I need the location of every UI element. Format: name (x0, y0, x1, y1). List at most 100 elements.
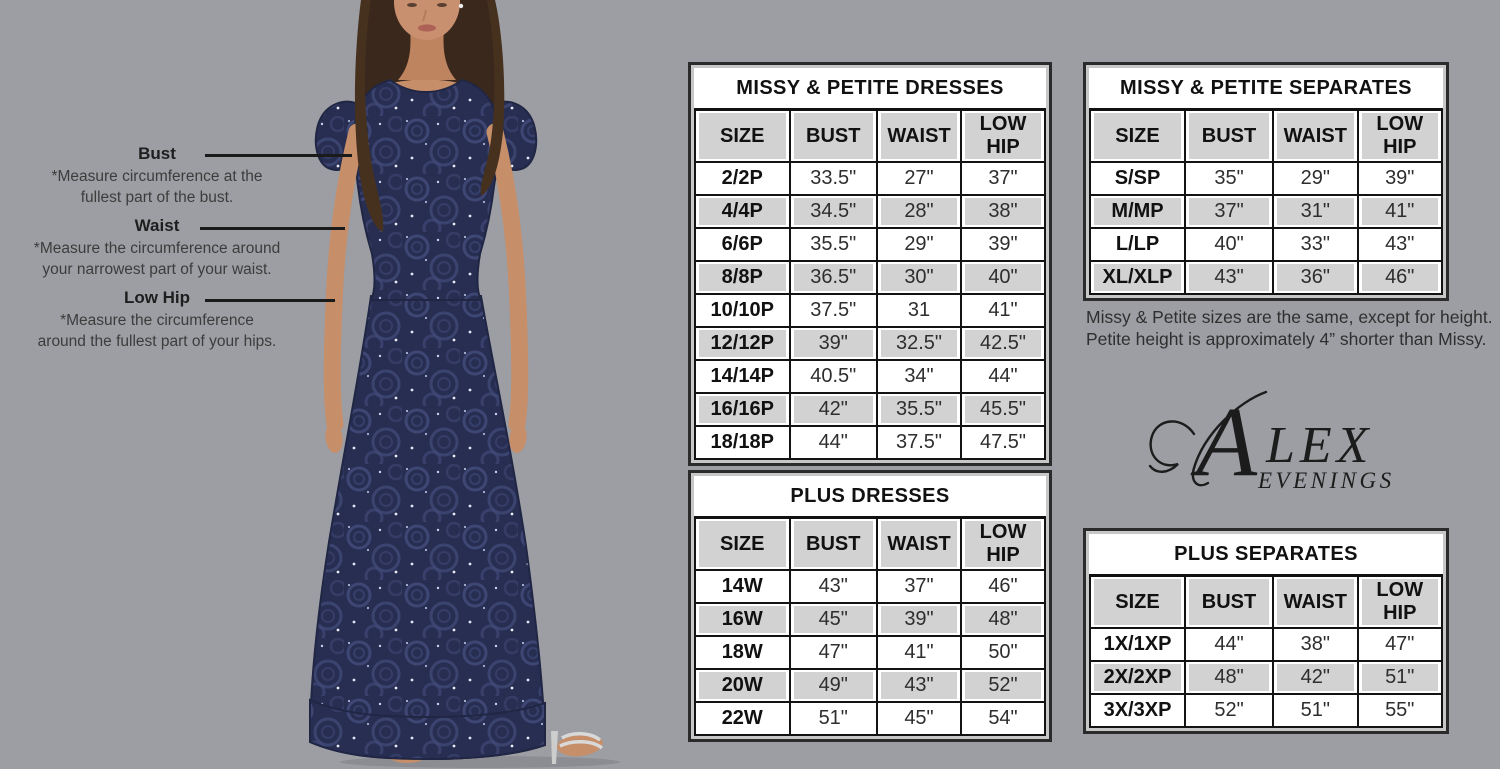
sandal-strap-right (559, 732, 604, 750)
measurement-cell: 28" (876, 194, 962, 229)
header-size: SIZE (694, 516, 791, 571)
table-row: L/LP 40" 33" 43" (1088, 227, 1443, 262)
model-neck (398, 28, 456, 80)
header-waist: WAIST (876, 516, 962, 571)
header-size: SIZE (694, 108, 791, 163)
table-row: 16/16P 42" 35.5" 45.5" (694, 392, 1046, 427)
measurement-cell: 35.5" (788, 227, 878, 262)
measurement-cell: 45" (788, 602, 878, 637)
measurement-cell: 41" (960, 293, 1046, 328)
table-row: 18W 47" 41" 50" (694, 635, 1046, 670)
size-cell: 12/12P (694, 326, 791, 361)
logo-flourish (1148, 390, 1268, 487)
header-waist: WAIST (876, 108, 962, 163)
model-eye-left (407, 3, 417, 7)
measurement-cell: 47" (1356, 627, 1443, 662)
size-cell: XL/XLP (1088, 260, 1187, 295)
table-row: 2X/2XP 48" 42" 51" (1088, 660, 1443, 695)
table-row: 6/6P 35.5" 29" 39" (694, 227, 1046, 262)
table-row: 4/4P 34.5" 28" 38" (694, 194, 1046, 229)
table-row: 16W 45" 39" 48" (694, 602, 1046, 637)
measurement-cell: 46" (960, 569, 1046, 604)
table-row: 2/2P 33.5" 27" 37" (694, 161, 1046, 196)
measurement-cell: 44" (788, 425, 878, 460)
measurement-cell: 27" (876, 161, 962, 196)
header-bust: BUST (1184, 108, 1275, 163)
size-cell: 1X/1XP (1088, 627, 1187, 662)
header-waist: WAIST (1272, 108, 1359, 163)
table-row: S/SP 35" 29" 39" (1088, 161, 1443, 196)
measurement-cell: 40" (960, 260, 1046, 295)
model-earring (458, 3, 464, 9)
size-cell: 16/16P (694, 392, 791, 427)
low-hip-pointer-line (205, 299, 335, 302)
guide-desc-bust-line1: *Measure circumference at the (51, 168, 263, 185)
table-row: 22W 51" 45" 54" (694, 701, 1046, 736)
table-row: 14W 43" 37" 46" (694, 569, 1046, 604)
table-row: 1X/1XP 44" 38" 47" (1088, 627, 1443, 662)
measurement-cell: 52" (1184, 693, 1275, 728)
measurement-cell: 45" (876, 701, 962, 736)
size-cell: 20W (694, 668, 791, 703)
guide-item-bust: Bust *Measure circumference at the fulle… (22, 144, 292, 208)
measurement-cell: 47" (788, 635, 878, 670)
header-low-hip: LOW HIP (960, 108, 1046, 163)
size-cell: 18/18P (694, 425, 791, 460)
fit-note-line1: Missy & Petite sizes are the same, excep… (1086, 307, 1493, 327)
table-row: 8/8P 36.5" 30" 40" (694, 260, 1046, 295)
size-cell: 14/14P (694, 359, 791, 394)
size-cell: 14W (694, 569, 791, 604)
table-row: XL/XLP 43" 36" 46" (1088, 260, 1443, 295)
measurement-cell: 39" (1356, 161, 1443, 196)
guide-item-low-hip: Low Hip *Measure the circumference aroun… (22, 288, 292, 352)
header-bust: BUST (788, 516, 878, 571)
size-cell: 10/10P (694, 293, 791, 328)
header-waist: WAIST (1272, 574, 1359, 629)
header-low-hip: LOW HIP (1356, 108, 1443, 163)
measurement-cell: 33" (1272, 227, 1359, 262)
size-cell: S/SP (1088, 161, 1187, 196)
model-face (394, 0, 460, 40)
header-size: SIZE (1088, 574, 1187, 629)
measurement-cell: 41" (876, 635, 962, 670)
model-hand-left (325, 423, 343, 453)
missy-petite-separates-table: MISSY & PETITE SEPARATES SIZE BUST WAIST… (1083, 62, 1449, 301)
table-row: 10/10P 37.5" 31 41" (694, 293, 1046, 328)
measurement-cell: 45.5" (960, 392, 1046, 427)
size-cell: 8/8P (694, 260, 791, 295)
size-cell: L/LP (1088, 227, 1187, 262)
heel-spike (551, 731, 558, 764)
size-cell: 18W (694, 635, 791, 670)
measurement-cell: 55" (1356, 693, 1443, 728)
measurement-cell: 42" (1272, 660, 1359, 695)
measurement-cell: 29" (1272, 161, 1359, 196)
size-cell: 6/6P (694, 227, 791, 262)
measurement-cell: 36.5" (788, 260, 878, 295)
measurement-cell: 47.5" (960, 425, 1046, 460)
measurement-cell: 37" (876, 569, 962, 604)
measurement-cell: 48" (1184, 660, 1275, 695)
table-title: PLUS SEPARATES (1090, 534, 1442, 577)
measurement-cell: 40.5" (788, 359, 878, 394)
plus-separates-table: PLUS SEPARATES SIZE BUST WAIST LOW HIP 1… (1083, 528, 1449, 734)
guide-item-waist: Waist *Measure the circumference around … (12, 216, 302, 280)
measurement-cell: 40" (1184, 227, 1275, 262)
logo-subtitle: EVENINGS (1257, 468, 1395, 493)
logo-rest: LEX (1265, 417, 1373, 474)
measurement-cell: 43" (788, 569, 878, 604)
petite-fit-note: Missy & Petite sizes are the same, excep… (1086, 306, 1500, 350)
gown-skirt (308, 295, 547, 761)
missy-petite-dresses-table: MISSY & PETITE DRESSES SIZE BUST WAIST L… (688, 62, 1052, 466)
size-cell: 3X/3XP (1088, 693, 1187, 728)
guide-desc-waist-line2: your narrowest part of your waist. (42, 261, 272, 278)
size-cell: 2X/2XP (1088, 660, 1187, 695)
guide-label-low-hip: Low Hip (123, 288, 191, 307)
model-nose (422, 9, 427, 22)
measurement-cell: 51" (1356, 660, 1443, 695)
table-title: PLUS DRESSES (695, 476, 1045, 519)
measurement-cell: 29" (876, 227, 962, 262)
fit-note-line2: Petite height is approximately 4” shorte… (1086, 329, 1487, 349)
measurement-cell: 37.5" (788, 293, 878, 328)
model-photo (308, 0, 620, 768)
measurement-cell: 54" (960, 701, 1046, 736)
